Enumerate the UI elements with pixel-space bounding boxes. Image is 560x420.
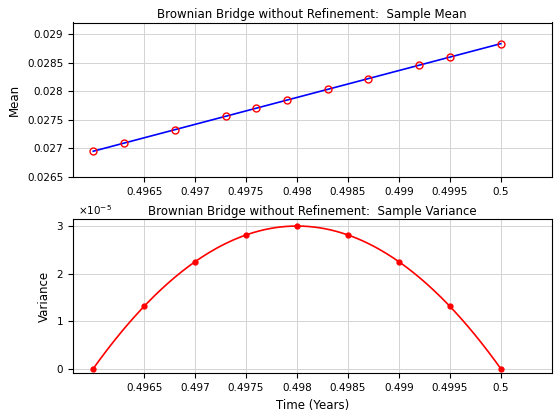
Title: Brownian Bridge without Refinement:  Sample Mean: Brownian Bridge without Refinement: Samp… [157, 8, 467, 21]
X-axis label: Time (Years): Time (Years) [276, 399, 349, 412]
Y-axis label: Mean: Mean [8, 84, 21, 116]
Y-axis label: Variance: Variance [38, 270, 51, 322]
Title: Brownian Bridge without Refinement:  Sample Variance: Brownian Bridge without Refinement: Samp… [148, 205, 477, 218]
Text: $\times10^{-5}$: $\times10^{-5}$ [78, 204, 111, 218]
